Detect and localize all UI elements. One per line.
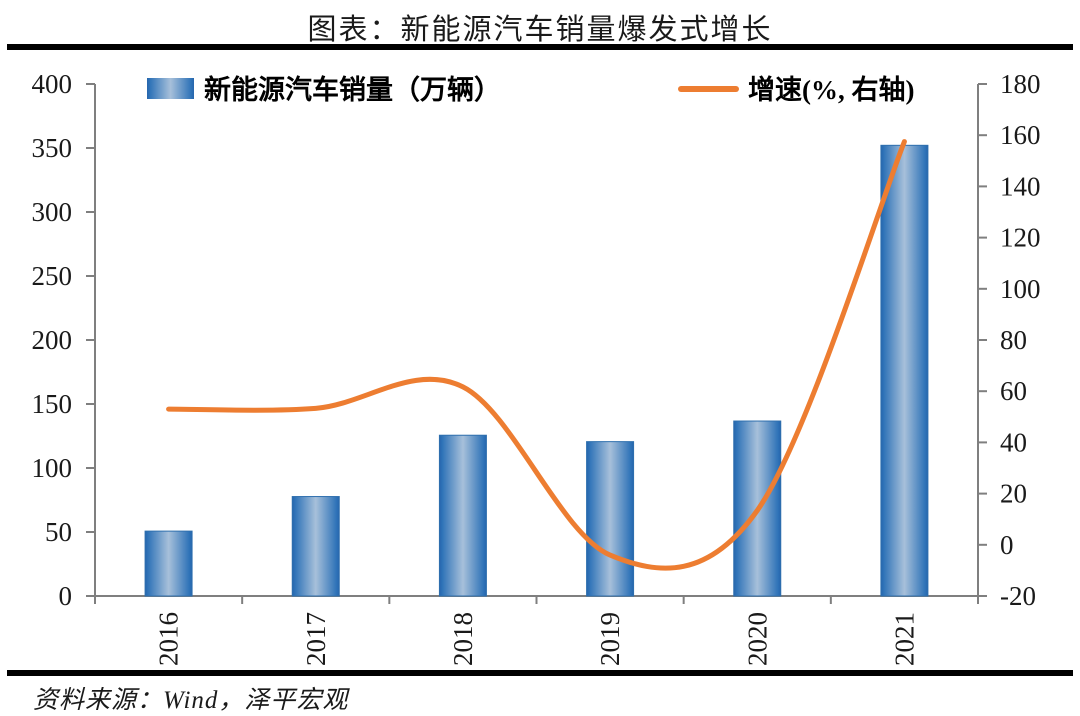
- left-tick-label-200: 200: [32, 325, 73, 355]
- left-tick-label-0: 0: [59, 581, 73, 611]
- chart-title: 图表：新能源汽车销量爆发式增长: [307, 14, 773, 46]
- right-tick-label-160: 160: [1000, 120, 1041, 150]
- x-label-2020: 2020: [742, 612, 772, 666]
- bottom-divider-rule: [7, 670, 1073, 676]
- right-tick-label-80: 80: [1000, 325, 1027, 355]
- growth-rate-line: [166, 139, 907, 571]
- bar-2016: [144, 530, 193, 597]
- source-text: 资料来源：Wind，泽平宏观: [33, 687, 349, 714]
- x-label-2019: 2019: [595, 612, 625, 666]
- right-tick-label-0: 0: [1000, 530, 1014, 560]
- left-tick-label-300: 300: [32, 197, 73, 227]
- legend-bar-swatch: [147, 78, 194, 99]
- right-tick-label-180: 180: [1000, 69, 1041, 99]
- bar-2017: [291, 496, 340, 597]
- x-label-2018: 2018: [448, 612, 478, 666]
- left-tick-label-50: 50: [45, 517, 72, 547]
- right-tick-label-40: 40: [1000, 427, 1027, 457]
- right-tick-label-100: 100: [1000, 274, 1041, 304]
- bar-2019: [586, 441, 635, 597]
- x-label-2021: 2021: [889, 612, 919, 666]
- right-tick-label--20: -20: [1000, 581, 1036, 611]
- legend-bars-label: 新能源汽车销量（万辆）: [204, 75, 501, 105]
- x-label-2017: 2017: [301, 612, 331, 666]
- left-tick-label-100: 100: [32, 453, 73, 483]
- left-tick-label-150: 150: [32, 389, 73, 419]
- legend-line-swatch: [678, 86, 739, 92]
- legend-line-label: 增速(%, 右轴): [748, 75, 915, 105]
- right-tick-label-140: 140: [1000, 171, 1041, 201]
- left-tick-label-350: 350: [32, 133, 73, 163]
- bar-2021: [880, 144, 929, 597]
- right-tick-label-20: 20: [1000, 479, 1027, 509]
- bar-2018: [438, 434, 487, 597]
- left-tick-label-400: 400: [32, 69, 73, 99]
- right-tick-label-120: 120: [1000, 223, 1041, 253]
- right-tick-label-60: 60: [1000, 376, 1027, 406]
- x-label-2016: 2016: [154, 612, 184, 666]
- top-divider-rule: [7, 44, 1073, 50]
- left-tick-label-250: 250: [32, 261, 73, 291]
